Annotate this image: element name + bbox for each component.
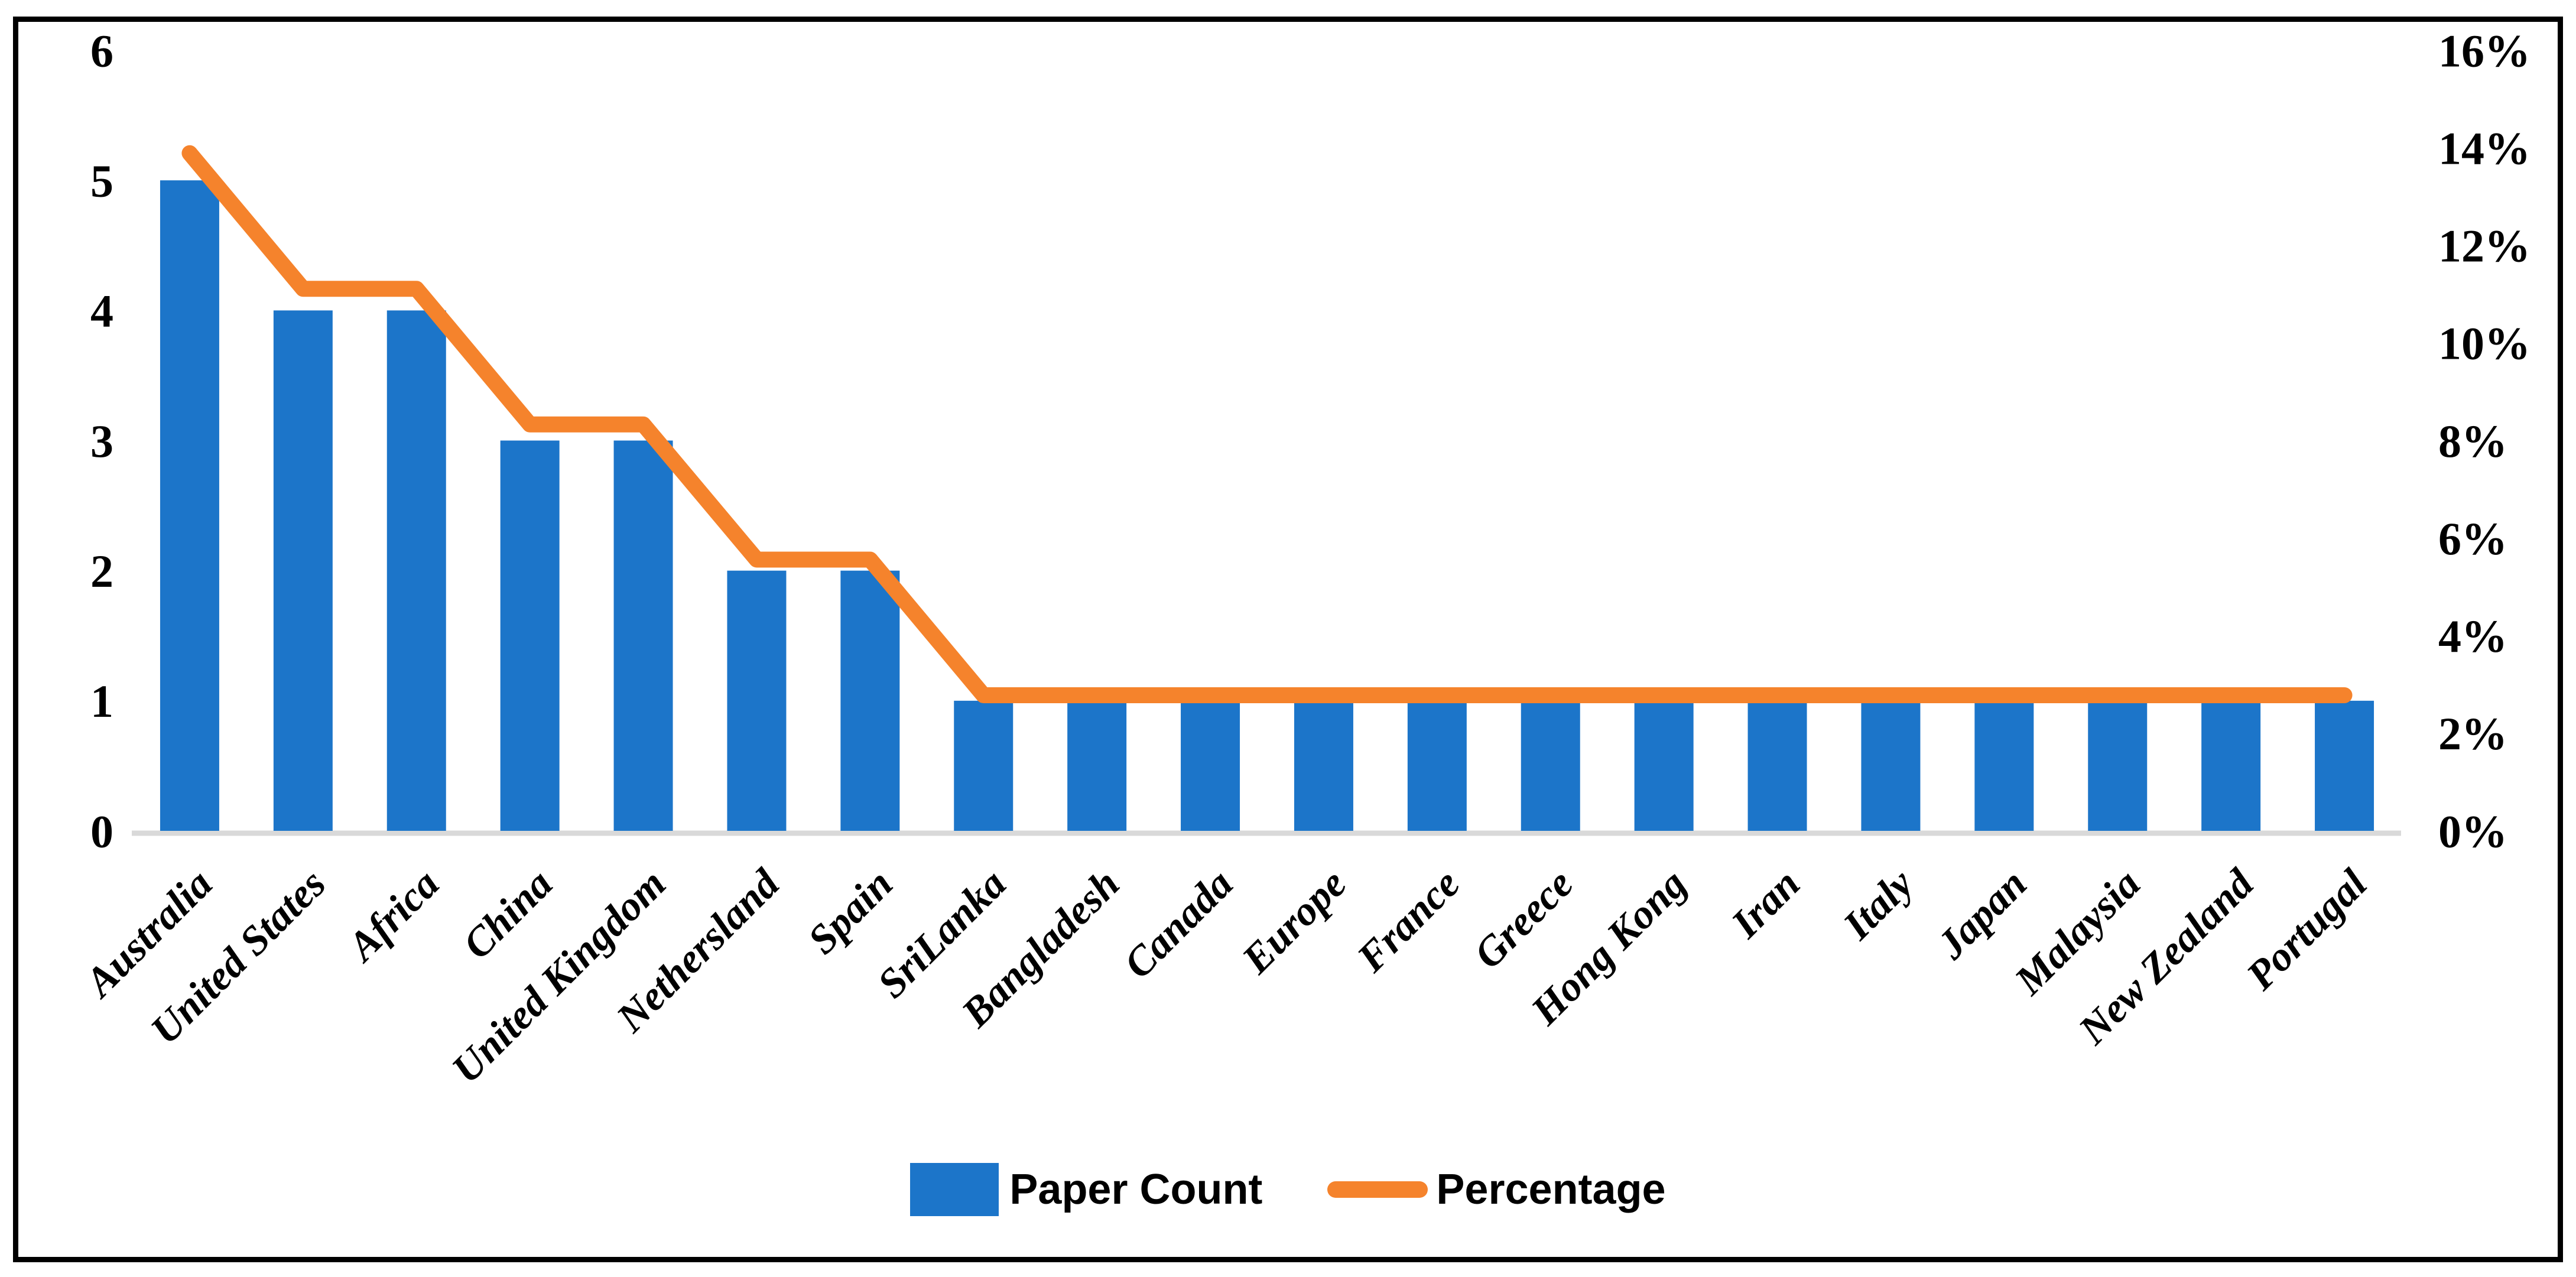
bar-portugal <box>2315 700 2374 831</box>
left-axis-label-2: 2 <box>90 545 113 597</box>
x-label-portugal: Portugal <box>2237 860 2376 999</box>
right-axis-label-0: 0% <box>2438 805 2507 857</box>
right-axis-label-10: 10% <box>2438 318 2530 369</box>
bar-bangladesh <box>1067 700 1127 831</box>
left-axis-label-6: 6 <box>90 25 113 76</box>
x-label-iran: Iran <box>1723 861 1809 947</box>
bar-nethersland <box>727 570 787 831</box>
x-label-france: France <box>1349 861 1469 982</box>
x-label-italy: Italy <box>1834 860 1922 948</box>
bar-spain <box>840 570 900 831</box>
left-axis-label-0: 0 <box>90 805 113 857</box>
right-axis-label-16: 16% <box>2438 25 2530 76</box>
x-label-europe: Europe <box>1233 861 1355 983</box>
bar-hong-kong <box>1634 700 1694 831</box>
bar-iran <box>1747 700 1807 831</box>
legend-label-paper-count: Paper Count <box>1009 1166 1263 1213</box>
chart-frame <box>13 17 2563 1262</box>
right-axis-label-8: 8% <box>2438 415 2507 467</box>
right-axis-label-12: 12% <box>2438 220 2530 272</box>
left-axis-label-5: 5 <box>90 155 113 206</box>
x-label-spain: Spain <box>800 861 902 963</box>
bar-srilanka <box>954 700 1013 831</box>
legend-marker-paper-count <box>910 1163 999 1216</box>
bar-africa <box>386 310 446 831</box>
bar-china <box>500 440 560 831</box>
x-label-canada: Canada <box>1115 861 1242 987</box>
bar-new-zealand <box>2201 700 2261 831</box>
left-axis-label-4: 4 <box>90 285 113 337</box>
x-label-japan: Japan <box>1928 861 2036 969</box>
right-axis-label-2: 2% <box>2438 708 2507 759</box>
right-axis-label-14: 14% <box>2438 122 2530 174</box>
bar-malaysia <box>2088 700 2148 831</box>
right-axis-label-6: 6% <box>2438 513 2507 564</box>
percentage-line <box>181 145 2353 703</box>
left-axis-label-1: 1 <box>90 675 113 727</box>
bar-canada <box>1181 700 1240 831</box>
legend-marker-percentage <box>1327 1181 1428 1198</box>
bar-france <box>1407 700 1467 831</box>
x-label-africa: Africa <box>338 861 449 971</box>
left-axis-label-3: 3 <box>90 415 113 467</box>
legend-label-percentage: Percentage <box>1436 1166 1666 1213</box>
x-label-china: China <box>454 861 561 968</box>
bar-united-kingdom <box>613 440 673 831</box>
bar-greece <box>1521 700 1580 831</box>
bar-united-states <box>273 310 333 831</box>
bar-japan <box>1974 700 2034 831</box>
chart-legend: Paper Count Percentage <box>13 1157 2563 1222</box>
right-axis-label-4: 4% <box>2438 610 2507 662</box>
bar-europe <box>1294 700 1353 831</box>
bar-australia <box>160 180 219 831</box>
bar-italy <box>1861 700 1921 831</box>
